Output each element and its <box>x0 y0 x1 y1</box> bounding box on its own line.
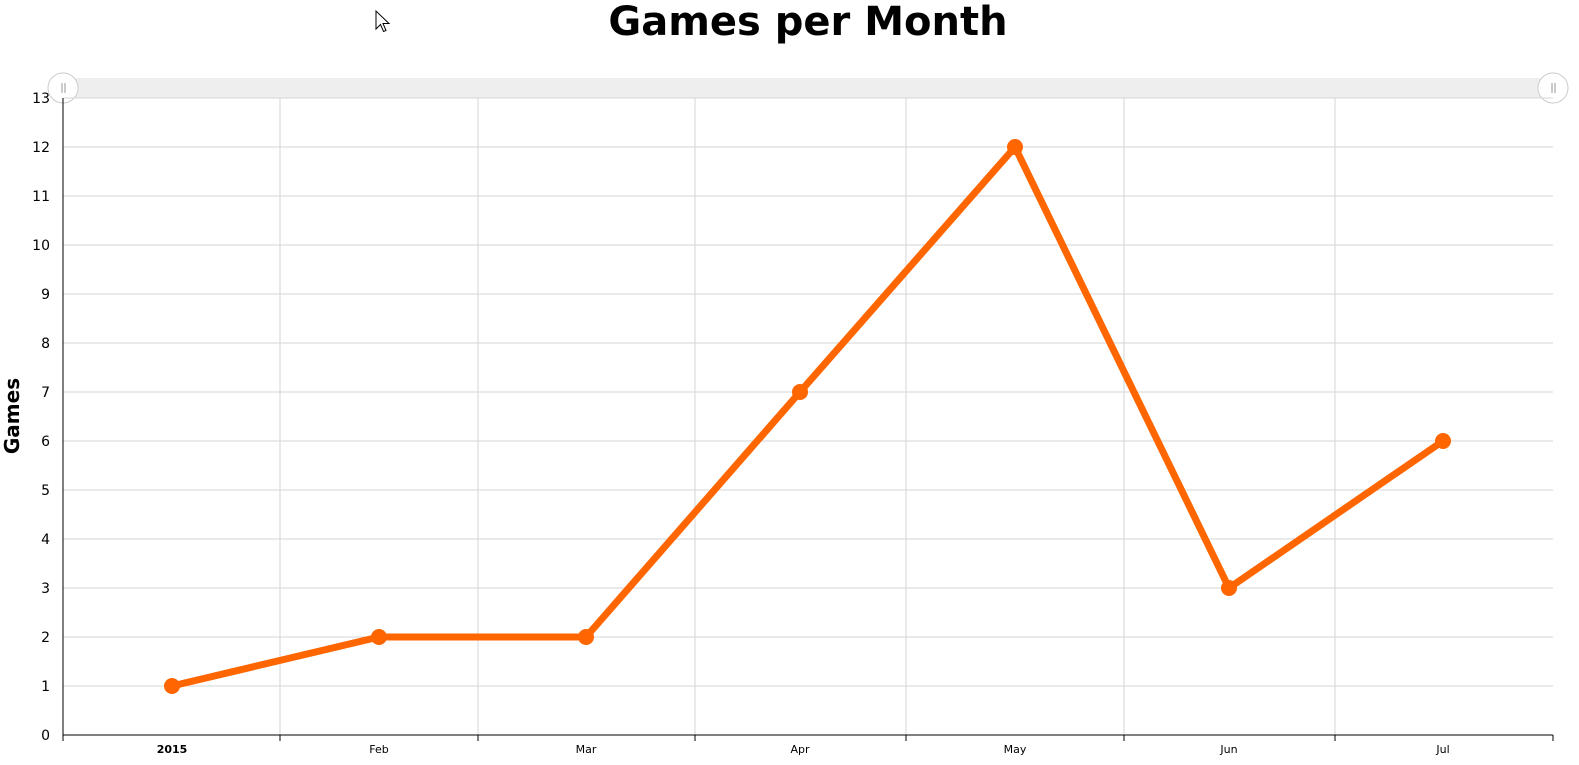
scrollbar-right-grip-icon[interactable] <box>1537 72 1569 104</box>
y-tick-label: 5 <box>41 483 50 499</box>
x-tick-label: 2015 <box>157 743 188 756</box>
chart-title: Games per Month <box>608 0 1007 45</box>
x-tick-label: May <box>1004 743 1027 756</box>
axes <box>62 98 1554 741</box>
range-scrollbar[interactable] <box>47 72 1569 104</box>
data-point[interactable] <box>1007 139 1023 155</box>
x-tick-label: Jun <box>1219 743 1237 756</box>
series-layer <box>164 139 1451 694</box>
y-tick-label: 0 <box>41 728 50 744</box>
y-tick-label: 12 <box>32 140 50 156</box>
mouse-pointer-icon <box>375 9 391 33</box>
y-tick-label: 6 <box>41 434 50 450</box>
y-tick-label: 11 <box>32 189 50 205</box>
grid <box>63 97 1553 736</box>
data-point[interactable] <box>164 678 180 694</box>
scrollbar-track[interactable] <box>63 78 1553 98</box>
y-tick-label: 1 <box>41 679 50 695</box>
y-tick-label: 8 <box>41 336 50 352</box>
y-tick-label: 4 <box>41 532 50 548</box>
y-tick-label: 7 <box>41 385 50 401</box>
x-tick-label: Feb <box>369 743 388 756</box>
y-tick-label: 10 <box>32 238 50 254</box>
data-point[interactable] <box>578 629 594 645</box>
data-point[interactable] <box>792 384 808 400</box>
y-tick-label: 9 <box>41 287 50 303</box>
y-tick-label: 3 <box>41 581 50 597</box>
x-axis-ticks: 2015 Feb Mar Apr May Jun Jul <box>157 743 1450 756</box>
data-point[interactable] <box>1435 433 1451 449</box>
x-tick-label: Jul <box>1435 743 1449 756</box>
series-line <box>168 143 1447 690</box>
data-point[interactable] <box>1221 580 1237 596</box>
y-tick-label: 13 <box>32 91 50 107</box>
data-point[interactable] <box>371 629 387 645</box>
y-axis-title: Games <box>0 378 24 454</box>
x-tick-label: Apr <box>790 743 810 756</box>
y-tick-label: 2 <box>41 630 50 646</box>
x-tick-label: Mar <box>576 743 597 756</box>
